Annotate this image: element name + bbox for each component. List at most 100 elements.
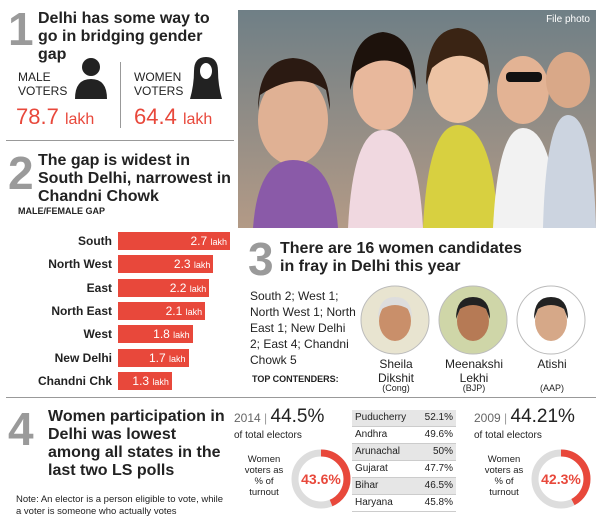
donut-arc bbox=[531, 449, 591, 509]
female-icon bbox=[190, 57, 222, 99]
axis-label: MALE/FEMALE GAP bbox=[18, 206, 105, 216]
category-label: West bbox=[83, 327, 112, 342]
unit: lakh bbox=[169, 353, 186, 364]
donut-caption: Women voters as % of turnout bbox=[244, 454, 284, 498]
bar: 1.8 lakh bbox=[118, 325, 193, 344]
state-name: Andhra bbox=[355, 429, 388, 440]
category-label: North East bbox=[51, 303, 112, 318]
female-value: 64.4 lakh bbox=[134, 104, 212, 130]
contender-name: Meenakshi Lekhi bbox=[444, 357, 504, 385]
unit: lakh bbox=[189, 283, 207, 294]
category-label: North West bbox=[48, 257, 112, 272]
total-value: 44.21% bbox=[510, 406, 575, 427]
photo-credit: File photo bbox=[546, 14, 590, 25]
value: 2.1 bbox=[165, 303, 183, 318]
unit: lakh bbox=[152, 376, 169, 387]
value: 2.7 bbox=[190, 234, 208, 248]
separator: | bbox=[260, 411, 271, 425]
year: 2014 bbox=[234, 411, 261, 425]
state-row: Haryana 45.8% bbox=[352, 495, 456, 512]
value: 1.3 bbox=[132, 373, 150, 388]
state-value: 49.6% bbox=[424, 429, 453, 440]
contenders: Sheila Dikshit (Cong) Meenakshi Lekhi (BJP)… bbox=[360, 285, 596, 395]
category-label: East bbox=[86, 280, 112, 295]
state-value: 45.8% bbox=[424, 497, 453, 508]
donut-arc bbox=[291, 449, 351, 509]
contenders-label: TOP CONTENDERS: bbox=[252, 374, 339, 384]
section-title: The gap is widest in South Delhi, narrow… bbox=[38, 152, 231, 205]
bar-label: 2.7 lakh bbox=[191, 234, 228, 248]
section-number: 4 bbox=[8, 403, 34, 455]
state-row: Bihar 46.5% bbox=[352, 478, 456, 495]
section-number: 3 bbox=[248, 233, 274, 285]
donut: 43.6% bbox=[291, 449, 351, 509]
unit: lakh bbox=[64, 111, 95, 128]
photo: File photo bbox=[238, 10, 596, 228]
value: 2.2 bbox=[169, 280, 187, 295]
year-header: 2014 | 44.5% bbox=[234, 406, 324, 428]
donut-caption: Women voters as % of turnout bbox=[484, 454, 524, 498]
contender-party: (BJP) bbox=[462, 383, 486, 393]
bar-label: 1.8 lakh bbox=[153, 327, 190, 341]
section-number: 1 bbox=[8, 3, 34, 55]
state-row: Andhra 49.6% bbox=[352, 427, 456, 444]
state-name: Haryana bbox=[355, 497, 393, 508]
bar: 1.3 lakh bbox=[118, 371, 172, 390]
state-value: 46.5% bbox=[424, 480, 453, 491]
bar: 2.3 lakh bbox=[118, 255, 214, 274]
male-icon bbox=[75, 58, 107, 99]
state-value: 50% bbox=[432, 446, 453, 457]
bar-label: 1.3 lakh bbox=[132, 374, 169, 388]
category-label: New Delhi bbox=[54, 350, 112, 365]
year: 2009 bbox=[474, 411, 501, 425]
portrait bbox=[516, 285, 586, 355]
section-number: 2 bbox=[8, 147, 34, 199]
note: Note: An elector is a person eligible to… bbox=[16, 494, 224, 517]
state-name: Puducherry bbox=[355, 412, 407, 423]
contender-name: Atishi bbox=[537, 357, 567, 371]
unit: lakh bbox=[185, 306, 203, 317]
year-header: 2009 | 44.21% bbox=[474, 406, 575, 428]
state-name: Bihar bbox=[355, 480, 379, 491]
state-value: 47.7% bbox=[424, 463, 453, 474]
bar: 2.1 lakh bbox=[118, 301, 206, 320]
category-label: South bbox=[78, 234, 112, 248]
value: 64.4 bbox=[134, 104, 177, 129]
bar-label: 2.3 lakh bbox=[174, 257, 211, 271]
photo-illustration bbox=[253, 28, 596, 228]
portrait bbox=[438, 285, 508, 355]
value: 1.8 bbox=[153, 327, 170, 342]
unit: lakh bbox=[193, 260, 211, 271]
contender-party: (AAP) bbox=[539, 383, 564, 393]
value: 1.7 bbox=[149, 350, 166, 365]
section-title: Delhi has some way to go in bridging gen… bbox=[38, 10, 210, 63]
bar: 2.7 lakh bbox=[118, 232, 231, 250]
unit: lakh bbox=[182, 111, 213, 128]
bar-label: 2.1 lakh bbox=[166, 304, 203, 318]
state-value: 52.1% bbox=[424, 412, 453, 423]
hair bbox=[378, 297, 412, 319]
breakdown: South 2; West 1; North West 1; North Eas… bbox=[250, 289, 356, 367]
total-value: 44.5% bbox=[270, 406, 325, 427]
total-caption: of total electors bbox=[474, 430, 542, 441]
value: 78.7 bbox=[16, 104, 59, 129]
face bbox=[457, 301, 489, 341]
hair bbox=[534, 297, 568, 319]
bar-chart: South 2.7 lakh North West 2.3 lakh East 2.2 l… bbox=[0, 232, 236, 392]
state-name: Arunachal bbox=[355, 446, 401, 457]
unit: lakh bbox=[210, 237, 228, 247]
bar-label: 1.7 lakh bbox=[149, 351, 186, 365]
section-title: Women participation in Delhi was lowest … bbox=[48, 408, 225, 479]
portrait bbox=[360, 285, 430, 355]
state-table: Puducherry 52.1% Andhra 49.6% Arunachal 50% Gu… bbox=[352, 410, 456, 512]
bar: 2.2 lakh bbox=[118, 278, 210, 297]
value: 2.3 bbox=[173, 257, 191, 272]
donut-label: 43.6% bbox=[301, 471, 341, 487]
total-caption: of total electors bbox=[234, 430, 302, 441]
section-title: There are 16 women candidates in fray in… bbox=[280, 240, 522, 275]
bar: 1.7 lakh bbox=[118, 348, 189, 367]
state-row: Puducherry 52.1% bbox=[352, 410, 456, 427]
state-row: Arunachal 50% bbox=[352, 444, 456, 461]
unit: lakh bbox=[173, 330, 190, 341]
